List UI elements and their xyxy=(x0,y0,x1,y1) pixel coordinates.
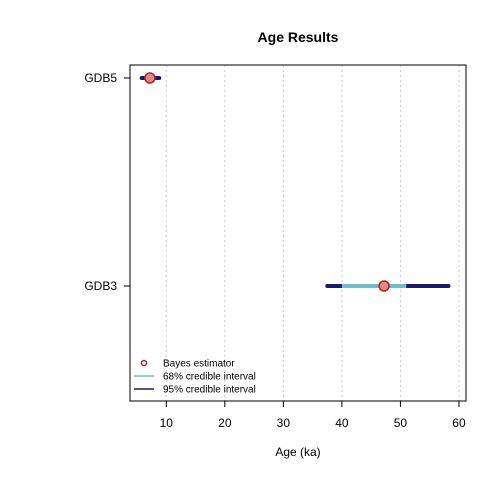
y-tick-label-GDB5: GDB5 xyxy=(84,71,117,85)
x-tick-label-10: 10 xyxy=(160,416,174,430)
x-tick-label-60: 60 xyxy=(452,416,466,430)
bayes-point-GDB5 xyxy=(144,72,156,84)
plot-frame xyxy=(129,64,467,402)
intervals xyxy=(139,72,451,292)
legend-label-0: Bayes estimator xyxy=(163,359,235,370)
y-tick-label-GDB3: GDB3 xyxy=(84,279,117,293)
legend: Bayes estimator 68% credible interval 95% … xyxy=(134,359,256,396)
legend-label-2: 95% credible interval xyxy=(163,385,256,396)
x-axis: 10 20 30 40 50 60 xyxy=(160,401,466,430)
chart-title: Age Results xyxy=(258,29,339,45)
x-tick-label-30: 30 xyxy=(277,416,291,430)
grid xyxy=(165,65,460,401)
legend-swatch-bayes xyxy=(140,359,148,367)
bayes-point-GDB3 xyxy=(378,280,390,292)
x-tick-label-50: 50 xyxy=(394,416,408,430)
x-tick-label-40: 40 xyxy=(335,416,349,430)
legend-label-1: 68% credible interval xyxy=(163,372,256,383)
y-axis: GDB5 GDB3 xyxy=(84,71,130,293)
x-axis-label: Age (ka) xyxy=(275,445,320,459)
x-tick-label-20: 20 xyxy=(218,416,232,430)
